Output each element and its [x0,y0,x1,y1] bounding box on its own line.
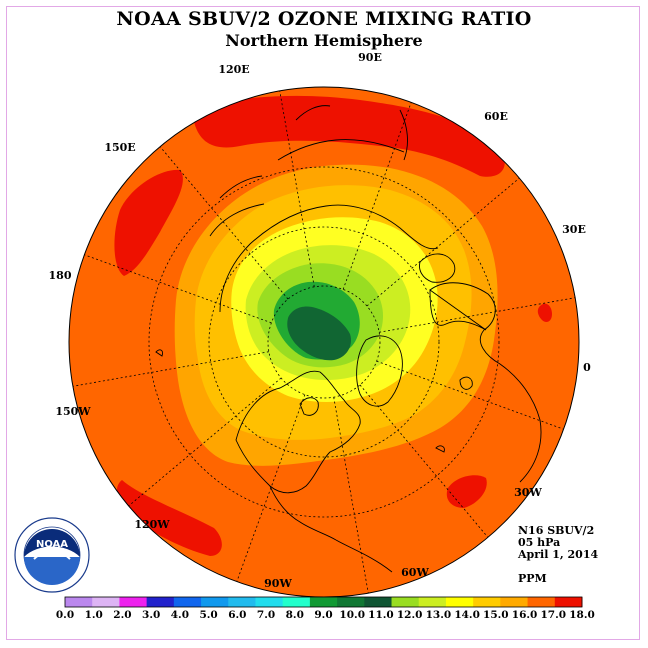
colorbar-tick-label: 18.0 [569,609,595,621]
noaa-logo-upper [24,529,80,557]
noaa-logo: NOAA [14,517,90,593]
lon-label-60w: 60W [401,566,429,579]
colorbar-swatch [418,597,447,607]
colorbar-swatch [445,597,474,607]
info-date: April 1, 2014 [518,548,599,561]
colorbar-swatch [554,597,583,607]
meridian-line [279,90,315,287]
lon-label-30w: 30W [514,486,542,499]
high-region-north [192,95,505,177]
colorbar-swatch [391,597,420,607]
colorbar-swatch [92,597,120,607]
meridian-line [333,397,369,594]
colorbar-tick-label: 17.0 [540,609,566,621]
colorbar-tick-label: 14.0 [454,609,480,621]
lon-label-90e: 90E [358,51,382,64]
lon-label-30e: 30E [562,223,586,236]
lon-label-60e: 60E [484,110,508,123]
meridian-line [376,360,564,430]
colorbar-swatch [309,597,338,607]
longitude-labels: 120E 90E 60E 150E 30E 180 0 150W 30W 120… [49,51,592,590]
colorbar-swatch [201,597,229,607]
colorbar-tick-label: 11.0 [368,609,394,621]
latitude-circle-70 [267,285,381,399]
info-units: PPM [518,572,547,585]
colorbar-outline [64,596,583,608]
colorbar-swatch [228,597,256,607]
graticule [72,90,576,594]
colorbar-swatch [173,597,202,607]
colorbar-swatch [65,597,93,607]
colorbar-tick-label: 10.0 [339,609,365,621]
info-instrument: N16 SBUV/2 [518,524,595,537]
high-region-europe [537,303,552,322]
lon-label-90w: 90W [264,577,292,590]
ozone-field [72,90,576,594]
colorbar-tick-label: 2.0 [113,609,131,621]
high-region-pacific [114,169,183,276]
colorbar-swatch [500,597,529,607]
colorbar-swatch [146,597,175,607]
colorbar-swatch [473,597,501,607]
meridian-line [84,254,272,324]
colorbar-tick-label: 9.0 [314,609,332,621]
noaa-logo-text: NOAA [36,539,68,550]
meridian-line [342,102,412,290]
colorbar-tick-label: 6.0 [228,609,246,621]
lon-label-180: 180 [49,269,72,282]
colorbar-tick-label: 1.0 [85,609,103,621]
meridian-line [379,297,576,333]
colorbar-swatch [255,597,284,607]
noaa-logo-bird [33,550,71,560]
colorbar-swatch [282,597,311,607]
lon-label-150w: 150W [55,405,91,418]
meridian-line [72,351,269,387]
colorbar-tick-label: 0.0 [56,609,74,621]
map-title: NOAA SBUV/2 OZONE MIXING RATIO [116,8,532,30]
colorbar-tick-label: 8.0 [286,609,304,621]
colorbar-swatch [527,597,556,607]
colorbar-tick-label: 12.0 [397,609,423,621]
meridian-line [359,384,489,538]
lon-label-120w: 120W [134,518,170,531]
meridian-line [159,146,289,300]
colorbar-swatch [364,597,393,607]
lon-label-0: 0 [583,361,591,374]
colorbar-tick-label: 5.0 [199,609,217,621]
coastlines [155,105,542,573]
colorbar-tick-label: 13.0 [426,609,452,621]
colorbar-swatch [119,597,148,607]
high-region-southwest [117,480,222,556]
lon-label-150e: 150E [104,141,135,154]
colorbar-tick-label: 15.0 [483,609,509,621]
meridian-line [366,177,520,307]
band-9-core [287,306,352,361]
map-subtitle: Northern Hemisphere [225,31,423,50]
figure-frame [6,6,640,640]
latitude-circle-30 [148,166,500,518]
lon-label-120e: 120E [218,63,249,76]
colorbar-swatch [337,597,365,607]
info-level: 05 hPa [518,536,561,549]
colorbar-tick-label: 3.0 [142,609,160,621]
noaa-logo-lower [24,557,80,585]
colorbar-tick-label: 4.0 [171,609,189,621]
latitude-circle-50 [208,226,440,458]
colorbar-tick-label: 7.0 [257,609,275,621]
meridian-line [128,377,282,507]
colorbar-tick-label: 16.0 [512,609,538,621]
colorbar: 0.0 1.0 2.0 3.0 4.0 5.0 6.0 7.0 8.0 9.0 10.0 11.0 12… [56,596,595,621]
